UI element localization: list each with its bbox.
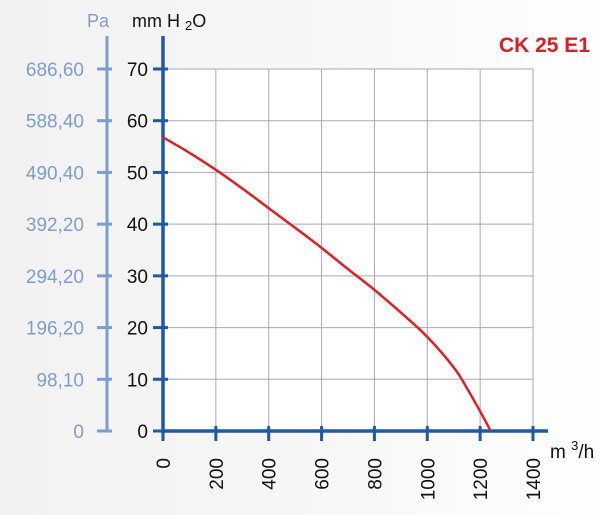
x-tick-label: 1200	[471, 458, 492, 500]
x-tick-label: 800	[365, 458, 386, 490]
mm-tick-label: 70	[127, 60, 148, 81]
x-tick-label: 600	[313, 458, 334, 490]
y-unit-mm: mm H 2O	[132, 11, 206, 33]
y-unit-pa: Pa	[87, 11, 110, 31]
x-tick-label: 1400	[524, 458, 545, 500]
pa-tick-label: 686,60	[26, 60, 84, 81]
x-tick-label: 200	[207, 458, 228, 490]
pa-tick-label: 490,40	[26, 163, 84, 184]
mm-tick-label: 60	[127, 112, 148, 133]
plot-area	[163, 69, 533, 431]
series-line	[162, 136, 492, 432]
pa-tick-label: 0	[73, 422, 84, 443]
mm-tick-label: 10	[127, 370, 148, 391]
series	[162, 136, 492, 432]
x-tick-label: 400	[260, 458, 281, 490]
pa-tick-label: 196,20	[26, 319, 84, 340]
pa-tick-label: 392,20	[26, 215, 84, 236]
mm-axis: 0 10 20 30 40 50 60 70	[127, 36, 168, 443]
chart-title: CK 25 E1	[499, 34, 590, 57]
pa-tick-label: 98,10	[36, 370, 84, 391]
mm-tick-label: 30	[127, 267, 148, 288]
x-unit: m 3/h	[550, 438, 594, 463]
mm-tick-label: 50	[127, 163, 148, 184]
x-tick-label: 0	[154, 458, 175, 469]
pa-tick-label: 588,40	[26, 112, 84, 133]
grid	[163, 68, 534, 431]
pa-tick-label: 294,20	[26, 267, 84, 288]
x-tick-label: 1000	[418, 458, 439, 500]
mm-tick-label: 0	[137, 422, 148, 443]
mm-tick-label: 20	[127, 319, 148, 340]
x-axis: 0 200 400 600 800 1000 1200 1400	[154, 426, 548, 500]
mm-tick-label: 40	[127, 215, 148, 236]
pa-axis: 0 98,10 196,20 294,20 392,20 490,40 588,40 686,…	[26, 36, 112, 443]
